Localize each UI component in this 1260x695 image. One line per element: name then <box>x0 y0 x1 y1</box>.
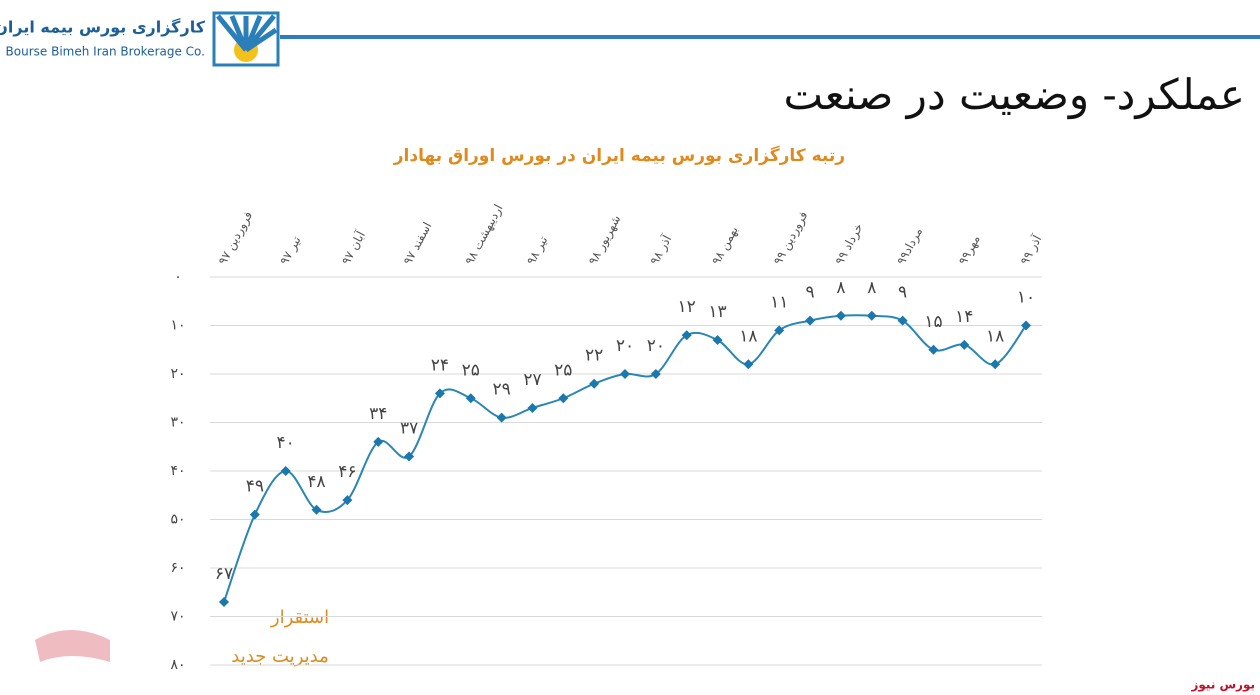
data-label: ۲۰ <box>647 336 665 356</box>
marker <box>527 402 538 413</box>
data-label: ۹ <box>806 283 815 303</box>
data-label: ۲۵ <box>554 360 572 380</box>
marker <box>373 436 384 447</box>
data-label: ۸ <box>836 278 845 298</box>
y-tick-label: ۸۰ <box>170 657 185 673</box>
marker <box>650 369 661 379</box>
data-label: ۴۰ <box>277 433 295 453</box>
slide-title: عملکرد- وضعیت در صنعت <box>783 70 1245 120</box>
marker <box>589 378 600 389</box>
marker <box>959 339 970 350</box>
marker <box>835 310 846 321</box>
y-tick-label: ۱۰ <box>170 318 185 334</box>
x-tick-label: شهریور ۹۸ <box>586 213 625 268</box>
watermark-logo <box>35 630 110 662</box>
marker <box>342 495 353 506</box>
data-label: ۲۵ <box>462 360 480 380</box>
data-label: ۱۲ <box>678 297 696 317</box>
chart-title: رتبه کارگزاری بورس بیمه ایران در بورس او… <box>393 145 845 166</box>
marker <box>897 315 908 326</box>
data-label: ۸ <box>867 278 876 298</box>
y-tick-label: ۴۰ <box>170 463 185 479</box>
data-label: ۴۹ <box>246 477 264 497</box>
data-label: ۳۷ <box>400 418 418 438</box>
marker <box>774 325 785 336</box>
x-tick-label: بهمن ۹۸ <box>709 224 742 268</box>
data-label: ۴۸ <box>307 472 325 492</box>
y-tick-label: ۲۰ <box>170 366 185 382</box>
marker <box>620 369 630 379</box>
marker <box>311 504 322 515</box>
data-label: ۱۸ <box>986 326 1004 346</box>
marker <box>743 359 754 370</box>
marker <box>280 466 291 476</box>
watermark: بورس نیوز <box>1190 678 1255 693</box>
data-label: ۲۹ <box>492 380 510 400</box>
y-tick-label: ۷۰ <box>170 609 185 625</box>
y-tick-label: ۰ <box>174 269 182 285</box>
data-label: ۱۸ <box>739 326 757 346</box>
marker <box>712 335 723 346</box>
y-tick-label: ۳۰ <box>170 415 185 431</box>
x-tick-label: فروردین ۹۷ <box>215 209 256 268</box>
y-tick-label: ۵۰ <box>170 512 185 528</box>
data-label: ۱۵ <box>924 312 942 332</box>
x-tick-label: اردیبهشت ۹۸ <box>462 202 506 267</box>
marker <box>219 596 229 607</box>
header-bar <box>280 35 1260 39</box>
x-tick-label: آبان ۹۷ <box>338 228 368 267</box>
data-label: ۲۰ <box>616 336 634 356</box>
data-label: ۲۲ <box>585 346 603 366</box>
marker <box>434 388 445 399</box>
data-label: ۶۷ <box>215 564 233 584</box>
data-label: ۱۱ <box>770 292 788 312</box>
marker <box>249 509 260 520</box>
marker <box>558 393 569 404</box>
marker <box>496 412 507 423</box>
x-tick-label: فروردین ۹۹ <box>771 209 812 268</box>
marker <box>805 315 816 326</box>
x-tick-label: مرداد۹۹ <box>894 225 926 267</box>
x-tick-label: آذر ۹۹ <box>1016 232 1045 268</box>
data-label: ۳۴ <box>369 404 387 424</box>
x-tick-label: اسفند ۹۷ <box>400 220 434 267</box>
data-label: ۱۰ <box>1017 288 1035 308</box>
x-tick-label: تیر ۹۸ <box>524 234 551 268</box>
y-tick-label: ۶۰ <box>170 560 185 576</box>
x-tick-label: تیر ۹۷ <box>277 234 304 268</box>
data-label: ۹ <box>898 283 907 303</box>
data-label: ۱۴ <box>955 307 973 327</box>
x-tick-label: آذر ۹۸ <box>646 232 675 268</box>
logo <box>212 11 280 67</box>
annotation: مدیریت جدید <box>231 646 328 667</box>
data-label: ۱۳ <box>708 302 726 322</box>
marker <box>404 451 415 462</box>
marker <box>928 344 939 355</box>
x-tick-label: مهر۹۹ <box>956 233 984 268</box>
data-label: ۲۷ <box>523 370 541 390</box>
marker <box>465 393 476 404</box>
data-label: ۴۶ <box>338 462 356 482</box>
company-en: Bourse Bimeh Iran Brokerage Co. <box>6 45 205 59</box>
company-fa: کارگزاری بورس بیمه ایران <box>0 18 206 37</box>
marker <box>681 330 692 341</box>
line <box>223 314 1027 603</box>
x-tick-label: خرداد ۹۹ <box>832 221 866 268</box>
marker <box>1021 320 1031 331</box>
marker <box>866 310 877 321</box>
data-label: ۲۴ <box>431 355 449 375</box>
marker <box>990 359 1001 370</box>
annotation: استقرار <box>270 607 329 628</box>
